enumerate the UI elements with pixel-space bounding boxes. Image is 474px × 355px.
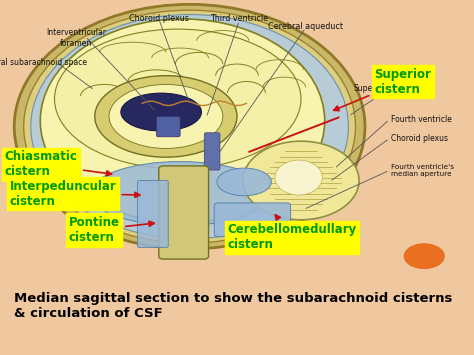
- Ellipse shape: [14, 4, 365, 249]
- Text: Superior
cistern: Superior cistern: [334, 67, 431, 111]
- Text: Median sagittal section to show the subarachnoid cisterns
& circulation of CSF: Median sagittal section to show the suba…: [14, 292, 453, 320]
- Text: Pontine
cistern: Pontine cistern: [69, 216, 154, 244]
- Text: Choroid plexus: Choroid plexus: [391, 134, 448, 143]
- FancyBboxPatch shape: [137, 180, 168, 247]
- Ellipse shape: [95, 76, 237, 157]
- Text: Third ventricle: Third ventricle: [210, 15, 268, 23]
- Circle shape: [404, 244, 444, 268]
- Text: Superior: Superior: [353, 84, 386, 93]
- Ellipse shape: [243, 141, 359, 220]
- Ellipse shape: [55, 29, 301, 169]
- FancyBboxPatch shape: [214, 203, 291, 237]
- Ellipse shape: [275, 160, 322, 195]
- Text: Cerebral aqueduct: Cerebral aqueduct: [268, 22, 343, 31]
- FancyBboxPatch shape: [159, 166, 209, 259]
- FancyBboxPatch shape: [156, 116, 180, 137]
- Text: Chiasmatic
cistern: Chiasmatic cistern: [5, 151, 111, 179]
- Text: Fourth ventricle: Fourth ventricle: [391, 115, 452, 124]
- Ellipse shape: [40, 19, 325, 223]
- Text: Choroid plexus: Choroid plexus: [129, 15, 189, 23]
- Text: Interventricular
foramen: Interventricular foramen: [46, 28, 106, 48]
- Ellipse shape: [24, 10, 355, 243]
- Text: Fourth ventricle's
median aperture: Fourth ventricle's median aperture: [391, 164, 454, 177]
- Text: Interpeduncular
cistern: Interpeduncular cistern: [9, 180, 140, 208]
- Ellipse shape: [217, 168, 271, 196]
- Ellipse shape: [90, 162, 270, 226]
- Ellipse shape: [109, 84, 223, 148]
- Ellipse shape: [121, 93, 201, 131]
- Text: Cerebellomedullary
cistern: Cerebellomedullary cistern: [228, 215, 357, 251]
- FancyBboxPatch shape: [204, 133, 220, 170]
- Text: Cerebral subarachnoid space: Cerebral subarachnoid space: [0, 58, 87, 67]
- Ellipse shape: [31, 15, 348, 239]
